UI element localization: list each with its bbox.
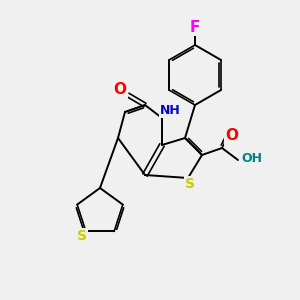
- Text: OH: OH: [242, 152, 262, 164]
- Text: NH: NH: [160, 103, 180, 116]
- Text: O: O: [113, 82, 127, 98]
- Text: S: S: [185, 177, 195, 191]
- Text: S: S: [77, 230, 87, 243]
- Text: F: F: [190, 20, 200, 34]
- Text: O: O: [226, 128, 238, 143]
